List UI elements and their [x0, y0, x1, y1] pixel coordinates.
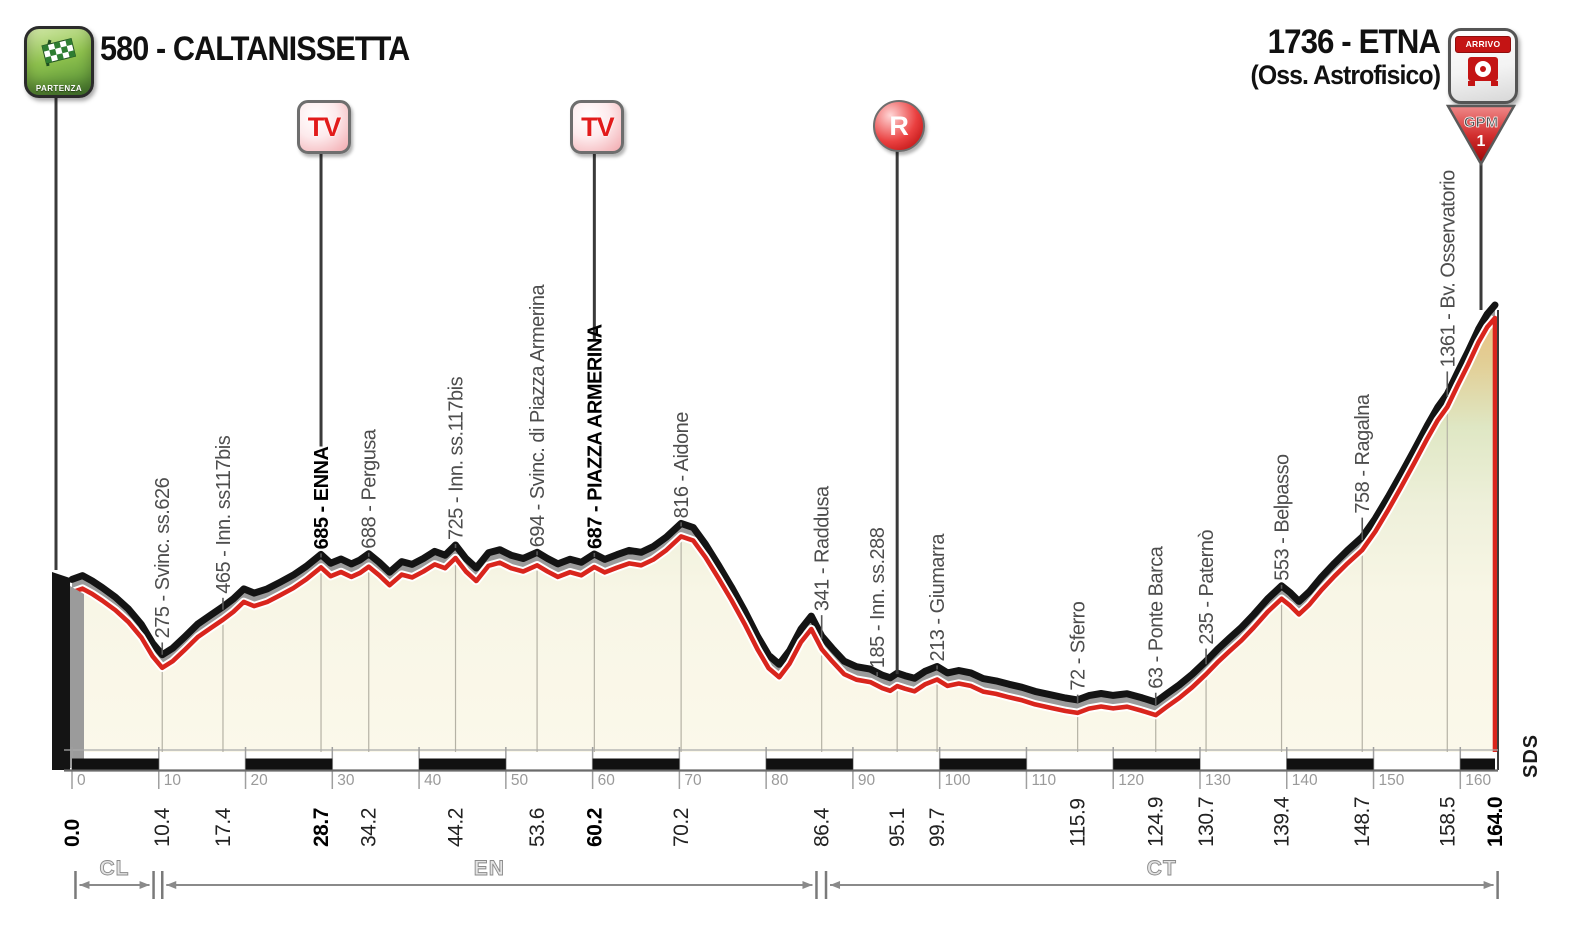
province-label: CL	[100, 857, 130, 880]
waypoint-label: 213 - Giumarra	[927, 533, 949, 662]
distance-label: 99.7	[926, 808, 949, 847]
finish-title-block: 1736 - ETNA (Oss. Astrofisico)	[1250, 24, 1440, 90]
axis-bar-segment	[1113, 758, 1200, 770]
arrivo-banner-label: ARRIVO	[1455, 36, 1511, 53]
waypoint-label: 688 - Pergusa	[359, 428, 381, 549]
waypoint-label: 725 - Inn. ss.117bis	[446, 376, 468, 540]
distance-label: 0.0	[61, 819, 84, 847]
distance-label: 139.4	[1271, 796, 1294, 847]
start-title: 580 - CALTANISSETTA	[100, 30, 410, 68]
km-tick-label: 60	[598, 772, 616, 789]
bracket-arrow-left	[79, 881, 90, 889]
km-tick-label: 140	[1292, 772, 1318, 789]
waypoint-label: 758 - Ragalna	[1352, 393, 1374, 514]
km-tick-label: 20	[251, 772, 269, 789]
axis-bar-segment	[419, 758, 506, 770]
waypoint-label: 63 - Ponte Barca	[1146, 545, 1168, 688]
km-tick-label: 150	[1379, 772, 1405, 789]
waypoint-label: 235 - Paternò	[1196, 530, 1218, 645]
bracket-arrow-left	[830, 881, 841, 889]
distance-label: 130.7	[1195, 797, 1218, 847]
distance-label: 17.4	[212, 807, 235, 847]
bracket-arrow-right	[802, 881, 813, 889]
province-label-bg	[468, 856, 511, 880]
gpm-label: GPM	[1464, 114, 1498, 131]
finish-subtitle: (Oss. Astrofisico)	[1250, 60, 1440, 90]
distance-label: 164.0	[1484, 797, 1507, 847]
start-badge-label: PARTENZA	[35, 84, 83, 93]
km-tick-label: 0	[77, 772, 86, 789]
axis-bar-segment	[939, 758, 1027, 770]
province-label: EN	[474, 857, 505, 880]
province-label-bg	[93, 856, 136, 880]
distance-label: 70.2	[670, 808, 693, 847]
axis-bar-segment	[1286, 758, 1374, 770]
distance-label: 86.4	[811, 807, 834, 847]
km-tick-label: 130	[1205, 772, 1231, 789]
distance-label: 95.1	[886, 808, 909, 847]
waypoint-label: 1361 - Bv. Osservatorio	[1437, 170, 1459, 367]
waypoint-label: 553 - Belpasso	[1272, 454, 1294, 581]
waypoint-label: 185 - Inn. ss.288	[867, 527, 889, 668]
distance-label: 124.9	[1145, 797, 1168, 847]
distance-label: 10.4	[151, 807, 174, 847]
waypoint-label: 685 - ENNA	[311, 447, 333, 550]
axis-bar-segment	[592, 758, 680, 770]
km-tick-label: 80	[771, 772, 789, 789]
km-tick-label: 90	[858, 772, 876, 789]
distance-label: 53.6	[526, 808, 549, 847]
km-tick-label: 100	[945, 772, 971, 789]
finish-arrivo-icon: ARRIVO	[1448, 28, 1518, 104]
km-tick-label: 120	[1118, 772, 1144, 789]
waypoint-label: 687 - PIAZZA ARMERINA	[584, 324, 606, 549]
distance-label: 34.2	[358, 808, 381, 847]
distance-label: 44.2	[445, 808, 468, 847]
distance-label: 115.9	[1067, 799, 1090, 848]
distance-label: 158.5	[1436, 797, 1459, 847]
checkered-flag-icon	[41, 38, 77, 67]
refreshment-icon: R	[873, 100, 926, 152]
finish-title: 1736 - ETNA	[1267, 23, 1441, 61]
gpm-triangle-icon: GPM 1	[1445, 104, 1517, 167]
profile-area	[72, 318, 1495, 752]
start-flag-icon: PARTENZA	[24, 26, 94, 98]
waypoint-label: 465 - Inn. ss117bis	[213, 435, 235, 594]
waypoint-label: 694 - Svinc. di Piazza Armerina	[527, 284, 549, 548]
waypoint-label: 275 - Svinc. ss.626	[152, 477, 174, 638]
waypoint-label: 341 - Raddusa	[812, 485, 834, 611]
province-label: CT	[1147, 857, 1177, 880]
tv-sprint-icon: TV	[297, 100, 352, 154]
km-tick-label: 110	[1031, 772, 1056, 789]
km-tick-label: 70	[684, 772, 702, 789]
km-tick-label: 10	[164, 772, 182, 789]
bracket-arrow-left	[166, 881, 177, 889]
waypoint-label: 816 - Aidone	[671, 412, 693, 519]
distance-label: 148.7	[1351, 797, 1374, 847]
km-tick-label: 30	[337, 772, 355, 789]
km-tick-label: 160	[1465, 772, 1491, 789]
tv-sprint-icon: TV	[570, 100, 625, 154]
route-line	[71, 315, 1498, 752]
profile-ridge	[68, 301, 1499, 706]
bracket-arrow-right	[1483, 881, 1494, 889]
gpm-category: 1	[1477, 133, 1486, 150]
axis-bar-segment	[72, 758, 159, 770]
finish-camera-icon	[1468, 57, 1498, 81]
waypoint-label: 72 - Sferro	[1068, 601, 1090, 690]
bracket-arrow-right	[139, 881, 150, 889]
distance-label: 60.2	[583, 808, 606, 847]
watermark-sds: SDS	[1520, 733, 1542, 778]
km-tick-label: 40	[424, 772, 442, 789]
axis-bar-segment	[766, 758, 853, 770]
km-tick-label: 50	[511, 772, 529, 789]
start-wall	[52, 572, 70, 770]
province-label-bg	[1140, 856, 1183, 880]
distance-label: 28.7	[310, 808, 333, 847]
axis-bar-segment	[1460, 758, 1495, 770]
axis-bar-segment	[245, 758, 333, 770]
start-wall-shade	[70, 586, 84, 768]
